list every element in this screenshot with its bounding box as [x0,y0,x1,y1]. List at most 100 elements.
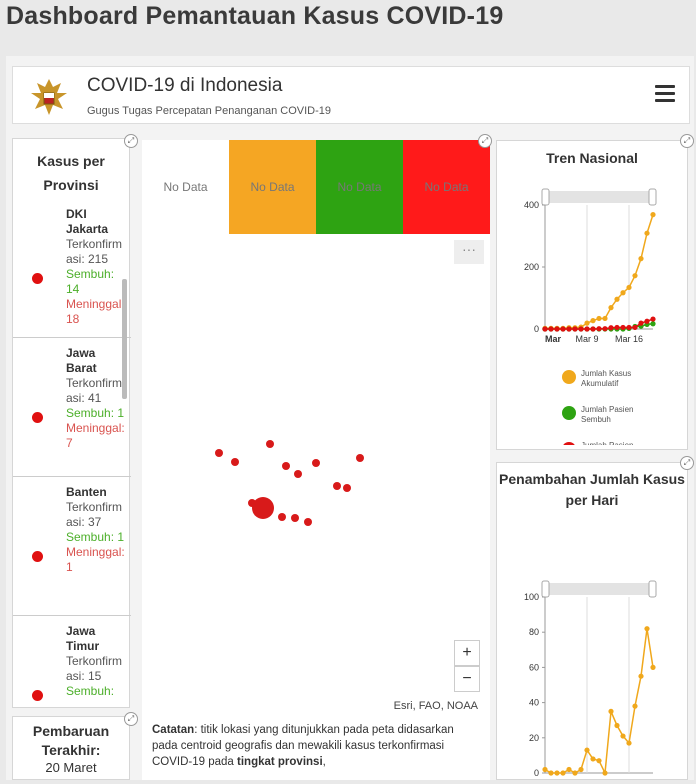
data-point [614,722,620,729]
case-dot [291,514,299,522]
data-point [632,324,638,331]
data-point [620,290,626,296]
last-update-title: Pembaruan Terakhir: [32,723,110,758]
map-legend: No Data No Data No Data No Data [142,140,490,234]
x-tick-label: Mar 9 [575,334,598,344]
legend-label: Jumlah Pasien [581,405,633,414]
x-tick-label: Mar 16 [615,334,643,344]
legend-label: Sembuh [581,415,611,424]
page-title: Dashboard Pemantauan Kasus COVID-19 [6,2,504,30]
x-tick-label: Mar [545,334,562,344]
case-dot [356,454,364,462]
data-point [614,324,620,331]
data-point [572,326,578,332]
last-update-date: 20 Maret [45,760,97,775]
legend-cell: No Data [403,140,490,234]
recovered-count: Sembuh: 1 [66,406,125,420]
more-options-button[interactable]: ··· [454,240,484,264]
y-tick-label: 20 [529,733,539,743]
map-note: Catatan: titik lokasi yang ditunjukkan p… [152,722,482,770]
chart-title: Tren Nasional [546,150,638,166]
data-point [596,758,602,764]
expand-icon[interactable]: ⤢ [124,712,138,726]
data-point [644,230,650,236]
expand-icon[interactable]: ⤢ [124,134,138,148]
data-point [638,673,644,679]
legend-label: Jumlah Kasus [581,369,631,378]
data-point [644,626,650,632]
slider-handle [541,188,550,206]
note-text: : titik lokasi yang ditunjukkan pada pet… [152,724,454,768]
zoom-out-button[interactable]: − [454,666,480,692]
death-count: Meninggal: 18 [66,297,125,326]
list-scrollbar[interactable] [122,279,127,399]
expand-icon[interactable]: ⤢ [680,456,694,470]
case-dot-icon [32,273,43,284]
zoom-in-button[interactable]: + [454,640,480,666]
y-tick-label: 80 [529,627,539,637]
map-canvas[interactable] [142,270,490,690]
case-dot [333,482,341,490]
data-point [554,770,560,776]
data-point [560,770,566,776]
legend-marker [562,442,576,456]
case-dot [231,458,239,466]
data-point [542,766,548,773]
legend-cell: No Data [229,140,316,234]
list-item[interactable]: Jawa Barat Terkonfirmasi: 41 Sembuh: 1 M… [13,338,131,477]
data-point [638,320,644,326]
confirmed-count: Terkonfirmasi: 15 [66,654,123,683]
legend-marker [562,370,576,384]
data-point [608,305,614,311]
case-dot-icon [32,412,43,423]
data-point [578,766,584,773]
death-count: Meninggal: 1 [66,545,125,574]
confirmed-count: Terkonfirmasi: 215 [66,237,123,266]
header-bar: COVID-19 di Indonesia Gugus Tugas Percep… [12,66,690,124]
data-point [602,326,608,332]
legend-cell: No Data [316,140,403,234]
list-item[interactable]: Banten Terkonfirmasi: 37 Sembuh: 1 Menin… [13,477,131,616]
y-tick-label: 100 [524,592,539,602]
legend-label: Jumlah Pasien [581,441,633,445]
case-dot [343,484,351,492]
data-point [590,326,596,332]
legend-label: Akumulatif [581,379,619,388]
data-point [584,747,590,753]
y-tick-label: 200 [524,262,539,272]
case-dot-icon [32,690,43,701]
hamburger-menu-icon[interactable] [655,85,675,103]
data-point [608,708,614,714]
national-trend-chart[interactable]: 0 200 400 Mar Mar 9 Mar 16 Jumlah KasusAkumula… [497,169,687,456]
expand-icon[interactable]: ⤢ [478,134,492,148]
series-line [544,628,654,776]
data-point [650,321,656,327]
data-point [572,770,578,776]
death-count: Meninggal: 7 [66,421,125,450]
expand-icon[interactable]: ⤢ [680,134,694,148]
legend-cell: No Data [142,140,229,234]
slider-handle [648,580,657,598]
daily-cases-chart[interactable]: 0 20 40 60 80 100 Mar Mar 9 Mar 16 [497,511,687,784]
case-dot-icon [32,551,43,562]
series-line [545,214,654,330]
data-point [626,284,632,291]
note-end: , [322,756,326,768]
garuda-emblem-icon [31,79,67,115]
y-tick-label: 0 [534,768,539,778]
recovered-count: Sembuh: [66,684,115,698]
province-list[interactable]: DKI Jakarta Terkonfirmasi: 215 Sembuh: 1… [13,199,131,707]
province-list-title: Kasus per Provinsi [37,153,105,193]
data-point [626,740,632,746]
data-point [638,256,644,262]
list-item[interactable]: DKI Jakarta Terkonfirmasi: 215 Sembuh: 1… [13,199,131,338]
map-panel[interactable]: No Data No Data No Data No Data ··· + − … [142,140,490,780]
dashboard-app: COVID-19 di Indonesia Gugus Tugas Percep… [6,56,694,784]
data-point [650,664,656,670]
case-dot [312,459,320,467]
list-item[interactable]: Jawa Timur Terkonfirmasi: 15 Sembuh: [13,616,131,707]
data-point [542,326,548,332]
data-point [566,766,572,773]
case-dot [294,470,302,478]
data-point [620,324,626,331]
